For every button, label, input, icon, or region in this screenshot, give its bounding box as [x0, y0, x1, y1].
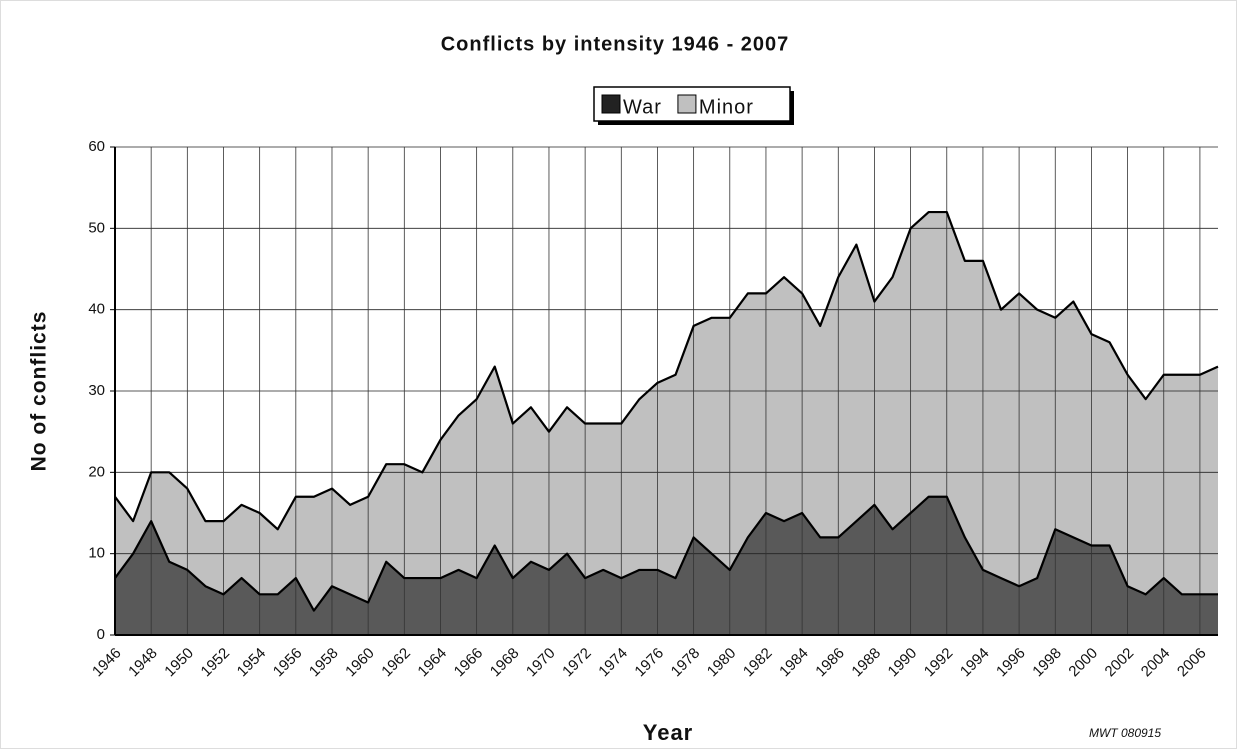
chart-title: Conflicts by intensity 1946 - 2007 [441, 33, 790, 55]
annotation: MWT 080915 [1089, 726, 1161, 740]
area-edge [114, 210, 1219, 531]
x-axis-label: Year [643, 720, 694, 745]
legend-swatch [677, 94, 697, 114]
y-tick-label: 30 [88, 382, 105, 399]
y-tick-label: 60 [88, 138, 105, 155]
y-tick-label: 0 [97, 626, 105, 643]
area [115, 212, 1218, 611]
y-axis-label: No of conflicts [28, 311, 51, 472]
y-tick-label: 50 [88, 219, 105, 236]
y-tick-label: 20 [88, 463, 105, 480]
y-tick-label: 40 [88, 301, 105, 318]
y-tick-label: 10 [88, 545, 105, 562]
area [115, 496, 1218, 635]
legend-label: Minor [699, 96, 754, 118]
legend-swatch [601, 94, 621, 114]
area-edge [114, 495, 1218, 612]
legend-label: War [623, 96, 662, 118]
